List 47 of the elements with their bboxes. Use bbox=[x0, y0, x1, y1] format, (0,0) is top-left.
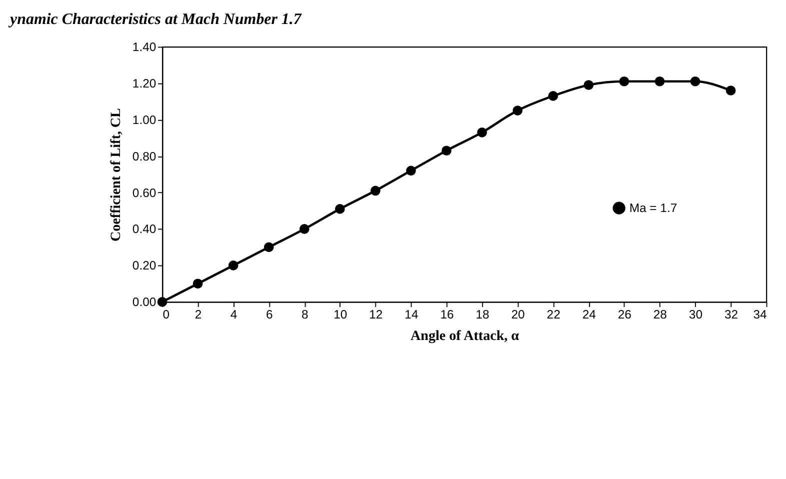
x-tick-label: 10 bbox=[334, 307, 348, 322]
point bbox=[512, 106, 522, 116]
y-tick-label: 0.40 bbox=[132, 222, 156, 236]
x-tick-label: 22 bbox=[546, 307, 561, 322]
x-tick-label: 34 bbox=[753, 307, 767, 322]
x-tick-label: 26 bbox=[618, 307, 632, 322]
y-tick-label: 0.60 bbox=[132, 186, 156, 200]
y-tick-label: 1.00 bbox=[132, 112, 156, 127]
x-tick-label: 18 bbox=[476, 307, 490, 322]
point bbox=[619, 76, 630, 86]
y-tick-label: 0.80 bbox=[132, 149, 156, 164]
y-tick-label: 1.20 bbox=[132, 76, 156, 90]
point bbox=[584, 80, 594, 90]
point bbox=[157, 296, 168, 307]
x-tick-label: 2 bbox=[194, 307, 202, 322]
chart-title: ynamic Characteristics at Mach Number 1.7 bbox=[8, 11, 302, 28]
x-tick-label: 12 bbox=[369, 307, 383, 322]
legend-label: Ma = 1.7 bbox=[629, 200, 678, 215]
x-tick-label: 20 bbox=[511, 307, 526, 322]
y-tick-label: 0.20 bbox=[132, 258, 156, 273]
point bbox=[335, 204, 345, 214]
x-tick-label: 24 bbox=[582, 307, 596, 322]
y-tick-label: 0.00 bbox=[132, 295, 156, 310]
y-axis-title: Coefficient of Lift, CL bbox=[108, 108, 124, 242]
point bbox=[299, 224, 310, 234]
x-tick-label: 30 bbox=[688, 307, 703, 322]
point bbox=[548, 91, 558, 101]
x-tick-label: 28 bbox=[653, 307, 668, 322]
y-tick-label: 1.40 bbox=[132, 40, 156, 54]
x-tick-label: 16 bbox=[440, 307, 454, 322]
point bbox=[726, 86, 736, 96]
x-tick-label: 32 bbox=[724, 307, 738, 322]
x-tick-label: 6 bbox=[266, 307, 273, 322]
point bbox=[370, 186, 380, 196]
point bbox=[228, 260, 238, 270]
point bbox=[690, 76, 700, 86]
x-tick-label: 0 bbox=[162, 307, 170, 322]
point bbox=[406, 166, 416, 176]
point bbox=[477, 127, 487, 138]
x-tick-label: 8 bbox=[301, 307, 308, 322]
point bbox=[192, 278, 203, 289]
x-axis-title: Angle of Attack, α bbox=[410, 328, 520, 344]
x-tick-label: 14 bbox=[404, 307, 418, 322]
point bbox=[264, 242, 274, 252]
point bbox=[654, 76, 665, 86]
point bbox=[442, 146, 452, 156]
x-tick-label: 4 bbox=[230, 307, 238, 322]
